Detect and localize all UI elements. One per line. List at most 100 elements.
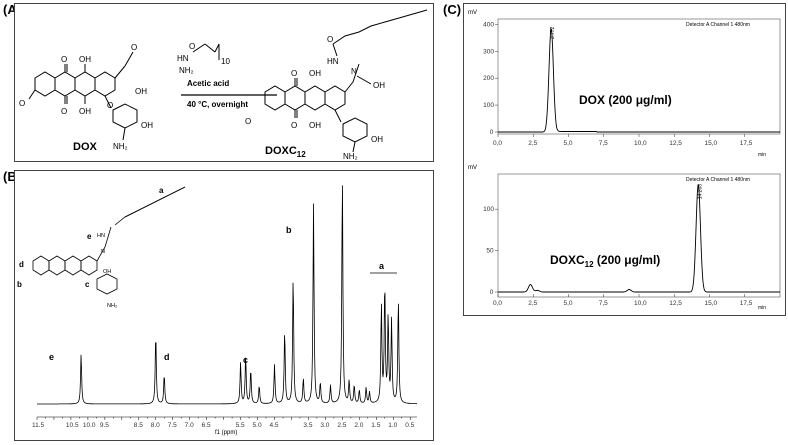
chrom-top: mV Detector A Channel 1 480nm 0 100 200 300…: [468, 10, 781, 158]
atom-o: O: [327, 35, 333, 44]
chrom-top-ylabel: mV: [468, 10, 477, 16]
nmr-tick-label: 4.5: [270, 422, 279, 429]
reaction-scheme-panel: O O OH OH O OH O O OH NH₂ O HN NH₂ 10 O …: [14, 3, 434, 162]
nmr-tick-label: 2.5: [337, 422, 346, 429]
chrom-bottom: mV Detector A Channel 1 480nm 0 50 100 0,0…: [468, 165, 781, 311]
condition-temp: 40 °C, overnight: [187, 100, 248, 109]
chrom-bottom-ylabel: mV: [468, 165, 477, 171]
y-tick-label: 400: [483, 21, 494, 28]
atom-oh: OH: [309, 69, 321, 78]
hplc-chromatograms: mV Detector A Channel 1 480nm 0 100 200 300…: [468, 10, 781, 311]
nmr-tick-label: 10.0: [83, 422, 96, 429]
y-tick-label: 0: [490, 129, 494, 136]
reagent-atom-o: O: [189, 42, 195, 51]
x-tick-label: 7,5: [599, 300, 608, 307]
y-tick-label: 200: [483, 75, 494, 82]
nmr-tick-label: 9.5: [100, 422, 109, 429]
chrom-bottom-xlabel: min: [758, 305, 766, 311]
atom-oh: OH: [309, 121, 321, 130]
atom-oh: OH: [373, 81, 385, 90]
nmr-tick-label: 1.0: [388, 422, 397, 429]
atom-o: O: [291, 69, 297, 78]
chrom-top-peak-label: 3.772: [550, 26, 556, 39]
nmr-xlabel: f1 (ppm): [215, 430, 237, 436]
nmr-tick-label: 11.5: [32, 422, 45, 429]
struct-atom-hn: HN: [97, 233, 105, 239]
x-tick-label: 15,0: [705, 140, 718, 147]
atom-oh: OH: [371, 135, 383, 144]
reaction-scheme: O O OH OH O OH O O OH NH₂ O HN NH₂ 10 O …: [19, 9, 428, 161]
atom-oh: OH: [79, 107, 91, 116]
atom-o: O: [61, 55, 67, 64]
reagent-subscript: 10: [221, 57, 230, 66]
chrom-top-xlabel: min: [758, 152, 766, 158]
nmr-panel: a b c d e HN N OH NH₂ e d c b a 11.5 10.5…: [14, 170, 434, 441]
nmr-tick-label: 7.0: [185, 422, 194, 429]
nmr-tick-label: 5.5: [236, 422, 245, 429]
struct-label-a: a: [159, 186, 164, 195]
reagent-atom-nh2: NH₂: [179, 66, 194, 75]
atom-nh2: NH₂: [343, 152, 358, 161]
struct-atom-nh2: NH₂: [107, 303, 117, 309]
struct-atom-oh: OH: [103, 269, 111, 275]
x-tick-label: 17,5: [740, 140, 753, 147]
peak-label-b: b: [286, 225, 292, 235]
struct-label-d: d: [19, 260, 24, 269]
nmr-tick-label: 3.0: [320, 422, 329, 429]
peak-label-a: a: [379, 261, 385, 271]
x-tick-label: 10,0: [634, 300, 647, 307]
nmr-trace: [37, 185, 417, 405]
chrom-bottom-annotation: DOXC12 (200 μg/ml): [550, 253, 660, 269]
condition-acid: Acetic acid: [187, 79, 229, 88]
chrom-bottom-peak-label: 14.203: [697, 184, 703, 200]
dox-name: DOX: [73, 141, 98, 153]
chrom-bottom-detector: Detector A Channel 1 480nm: [686, 177, 750, 183]
nmr-spectrum: a b c d e HN N OH NH₂ e d c b a 11.5 10.5…: [17, 185, 417, 436]
nmr-tick-label: 8.5: [134, 422, 143, 429]
y-tick-label: 100: [483, 102, 494, 109]
reagent-atom-hn: HN: [177, 54, 189, 63]
x-tick-label: 5,0: [564, 140, 573, 147]
atom-oh: OH: [141, 121, 153, 130]
x-tick-label: 5,0: [564, 300, 573, 307]
peak-label-d: d: [164, 352, 170, 362]
atom-oh: OH: [135, 87, 147, 96]
atom-o: O: [291, 121, 297, 130]
atom-o: O: [245, 117, 251, 126]
x-tick-label: 15,0: [705, 300, 718, 307]
nmr-tick-label: 2.0: [354, 422, 363, 429]
atom-oh: OH: [79, 55, 91, 64]
x-tick-label: 10,0: [634, 140, 647, 147]
y-tick-label: 300: [483, 48, 494, 55]
struct-label-c: c: [85, 280, 90, 289]
atom-nh2: NH₂: [113, 142, 128, 151]
struct-label-e: e: [87, 232, 92, 241]
x-tick-label: 0,0: [493, 300, 502, 307]
chrom-top-annotation: DOX (200 μg/ml): [579, 93, 672, 107]
peak-label-e: e: [49, 352, 54, 362]
panel-label-c: (C): [443, 2, 462, 17]
nmr-ticks: 11.5 10.5 10.0 9.5 8.5 8.0 7.5 7.0 6.5 5.5 5.0 4.5 3…: [32, 417, 415, 429]
nmr-tick-label: 1.5: [371, 422, 380, 429]
x-tick-label: 7,5: [599, 140, 608, 147]
x-tick-label: 2,5: [528, 300, 537, 307]
nmr-tick-label: 8.0: [151, 422, 160, 429]
nmr-tick-label: 0.5: [405, 422, 414, 429]
y-tick-label: 0: [490, 289, 494, 296]
hplc-panel: mV Detector A Channel 1 480nm 0 100 200 300…: [463, 3, 786, 316]
atom-o: O: [131, 43, 137, 52]
chrom-top-detector: Detector A Channel 1 480nm: [686, 22, 750, 28]
nmr-tick-label: 6.5: [202, 422, 211, 429]
x-tick-label: 0,0: [493, 140, 502, 147]
x-tick-label: 12,5: [669, 300, 682, 307]
struct-atom-n: N: [101, 249, 105, 255]
x-tick-label: 2,5: [528, 140, 537, 147]
atom-hn: HN: [327, 57, 339, 66]
atom-n: N: [351, 67, 357, 76]
atom-o: O: [19, 99, 25, 108]
atom-o: O: [61, 107, 67, 116]
nmr-tick-label: 3.5: [303, 422, 312, 429]
y-tick-label: 50: [486, 248, 494, 255]
atom-o: O: [107, 101, 113, 110]
nmr-tick-label: 5.0: [253, 422, 262, 429]
